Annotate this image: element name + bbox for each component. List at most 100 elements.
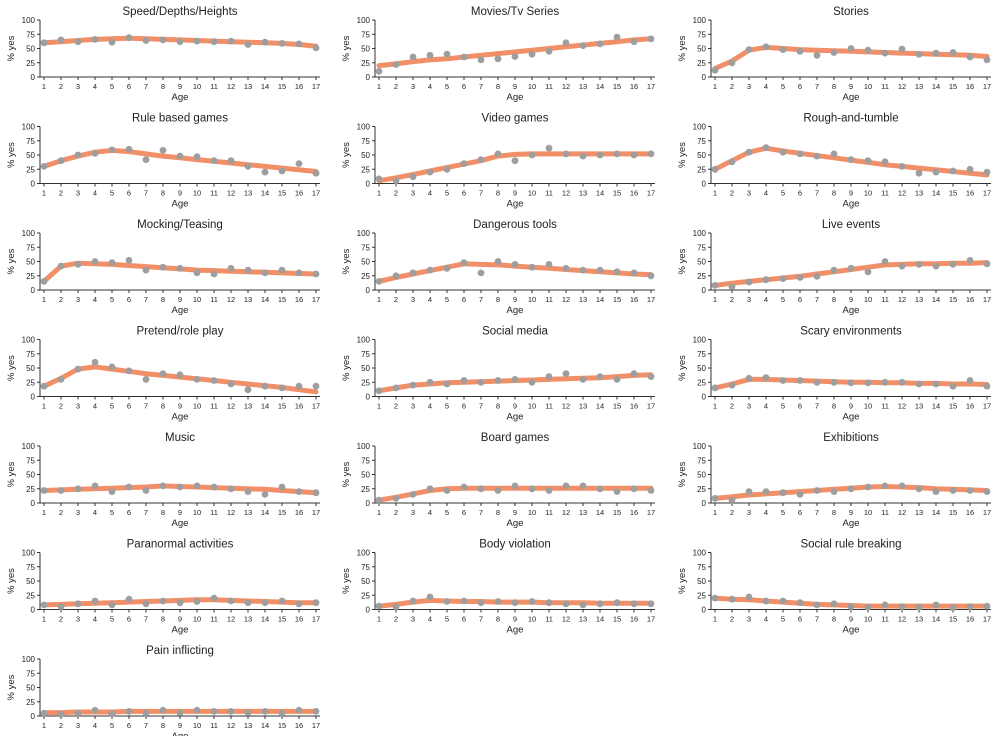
x-tick-label: 2 <box>394 615 398 624</box>
x-tick-label: 11 <box>881 189 889 198</box>
x-tick-label: 15 <box>949 295 957 304</box>
x-tick-label: 8 <box>496 508 500 517</box>
data-point <box>40 278 48 285</box>
subplot-title: Dangerous tools <box>473 219 557 231</box>
x-tick-label: 1 <box>42 82 46 91</box>
data-point <box>108 363 116 371</box>
data-point <box>613 33 621 41</box>
data-point <box>176 599 184 607</box>
data-point <box>278 483 286 491</box>
data-point <box>881 49 889 57</box>
data-point <box>898 45 906 53</box>
x-tick-label: 14 <box>261 189 269 198</box>
x-tick-label: 5 <box>110 508 114 517</box>
data-point <box>210 38 218 46</box>
x-tick-label: 12 <box>562 615 570 624</box>
x-tick-label: 17 <box>312 189 320 198</box>
data-point <box>630 485 638 493</box>
data-point <box>278 266 286 274</box>
x-tick-label: 17 <box>983 615 991 624</box>
subplot-title: Mocking/Teasing <box>137 219 223 231</box>
x-tick-label: 4 <box>764 82 768 91</box>
x-tick-label: 13 <box>244 295 252 304</box>
data-point <box>545 47 553 55</box>
data-point <box>460 377 468 384</box>
x-tick-label: 11 <box>210 615 218 624</box>
y-tick-label: 75 <box>26 669 35 678</box>
x-tick-label: 10 <box>528 189 536 198</box>
data-point <box>125 34 133 42</box>
y-tick-label: 50 <box>697 151 706 160</box>
y-tick-label: 100 <box>22 16 36 25</box>
data-point <box>528 50 536 58</box>
data-point <box>142 709 150 717</box>
data-point <box>830 488 838 495</box>
data-point <box>460 53 468 61</box>
data-point <box>312 270 320 278</box>
data-point <box>227 708 235 715</box>
data-point <box>779 597 787 605</box>
y-tick-label: 75 <box>361 350 370 359</box>
data-point <box>278 597 286 605</box>
x-tick-label: 16 <box>630 615 638 624</box>
x-tick-label: 16 <box>295 295 303 304</box>
data-point <box>443 598 451 605</box>
data-point <box>176 264 184 272</box>
data-point <box>375 496 383 504</box>
x-tick-label: 16 <box>295 508 303 517</box>
x-tick-label: 11 <box>881 295 889 304</box>
x-tick-label: 1 <box>377 615 381 624</box>
x-tick-label: 1 <box>377 295 381 304</box>
data-point <box>494 258 502 265</box>
data-point <box>295 160 303 168</box>
x-tick-label: 16 <box>295 402 303 411</box>
x-axis-title: Age <box>172 518 189 529</box>
data-point <box>409 597 417 605</box>
data-point <box>426 168 434 176</box>
data-point <box>898 262 906 270</box>
data-point <box>295 488 303 495</box>
data-point <box>57 487 65 494</box>
x-axis-title: Age <box>172 625 189 636</box>
data-point <box>108 710 116 718</box>
x-tick-label: 15 <box>949 189 957 198</box>
y-axis-title: % yes <box>341 35 352 61</box>
x-tick-label: 15 <box>278 615 286 624</box>
x-tick-label: 3 <box>411 82 415 91</box>
x-tick-label: 4 <box>93 508 97 517</box>
y-axis-title: % yes <box>677 248 688 274</box>
y-axis-title: % yes <box>6 35 17 61</box>
x-tick-label: 7 <box>815 402 819 411</box>
x-tick-label: 10 <box>864 402 872 411</box>
x-tick-label: 10 <box>193 82 201 91</box>
x-tick-label: 6 <box>462 189 466 198</box>
data-point <box>91 149 99 157</box>
data-point <box>511 599 519 607</box>
data-point <box>57 262 65 270</box>
x-tick-label: 10 <box>528 295 536 304</box>
data-point <box>932 380 940 388</box>
y-tick-label: 0 <box>366 499 371 508</box>
x-tick-label: 3 <box>411 508 415 517</box>
y-tick-label: 50 <box>26 471 35 480</box>
x-tick-label: 15 <box>949 402 957 411</box>
x-tick-label: 4 <box>93 82 97 91</box>
data-point <box>261 168 269 176</box>
x-tick-label: 16 <box>630 402 638 411</box>
x-tick-label: 9 <box>513 82 517 91</box>
x-tick-label: 17 <box>647 402 655 411</box>
data-point <box>762 597 770 605</box>
x-tick-label: 1 <box>42 508 46 517</box>
x-tick-label: 16 <box>295 189 303 198</box>
y-tick-label: 50 <box>26 364 35 373</box>
y-tick-label: 75 <box>697 243 706 252</box>
x-tick-label: 2 <box>59 82 63 91</box>
data-point <box>728 283 736 290</box>
data-point <box>813 51 821 59</box>
data-point <box>728 158 736 166</box>
x-tick-label: 4 <box>93 615 97 624</box>
data-point <box>579 42 587 49</box>
x-tick-label: 15 <box>613 508 621 517</box>
